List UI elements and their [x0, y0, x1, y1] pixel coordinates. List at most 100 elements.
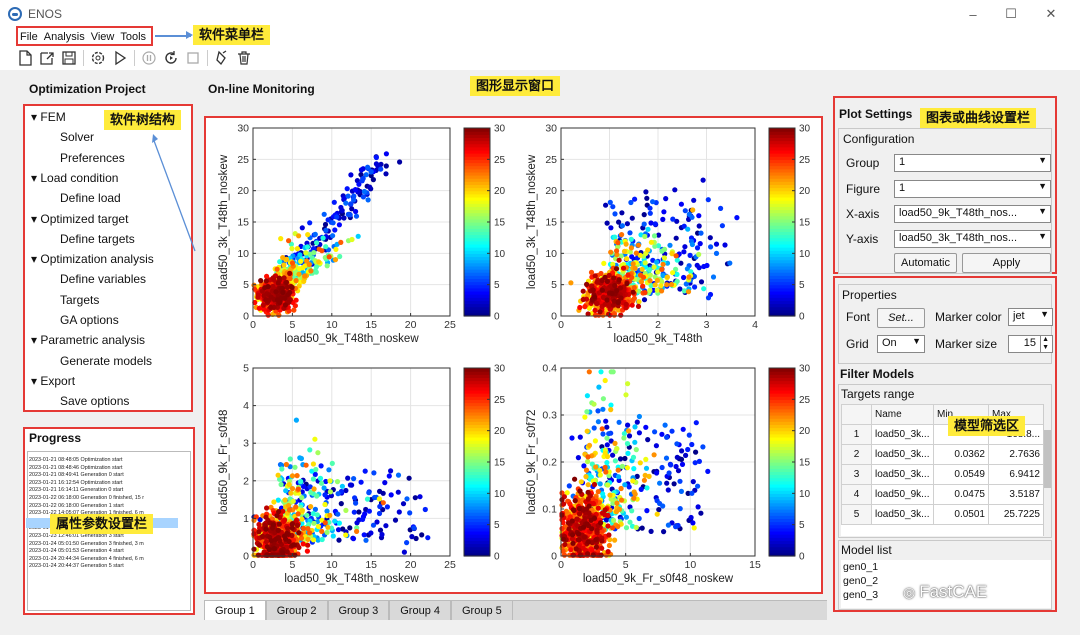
- targets-table[interactable]: NameMinMax1load50_3k...168.8...2load50_3…: [841, 404, 1051, 536]
- column-header[interactable]: Name: [871, 404, 934, 425]
- clean-icon[interactable]: [211, 48, 233, 68]
- table-cell: 1: [841, 424, 872, 445]
- colorbar-segment: [464, 231, 490, 236]
- expand-caret-icon[interactable]: ▾: [31, 211, 41, 226]
- tree-item-define-variables[interactable]: Define variables: [60, 272, 146, 286]
- xaxis-select[interactable]: load50_9k_T48th_nos... ▼: [894, 205, 1051, 223]
- tree-item-ga-options[interactable]: GA options: [60, 313, 119, 327]
- colorbar-tick-label: 25: [494, 395, 506, 406]
- table-scrollbar[interactable]: [1043, 404, 1051, 536]
- tab-group-2[interactable]: Group 2: [265, 600, 328, 620]
- scatter-point: [623, 301, 629, 307]
- tree-item-fem[interactable]: ▾ FEM: [31, 110, 66, 124]
- save-icon[interactable]: [58, 48, 80, 68]
- scatter-point: [647, 210, 653, 216]
- yaxis-select[interactable]: load50_3k_T48th_nos... ▼: [894, 230, 1051, 248]
- tree-item-define-load[interactable]: Define load: [60, 191, 121, 205]
- table-row[interactable]: 5 load50_3k... 0.0501 25.7225: [841, 504, 1044, 525]
- scatter-point: [627, 230, 633, 236]
- scatter-point: [307, 530, 313, 536]
- tree-item-export[interactable]: ▾ Export: [31, 374, 75, 388]
- minimize-button[interactable]: –: [969, 6, 977, 22]
- plot-canvas[interactable]: 0 5 10 15 20 25051015202530load50_9k_T48th_no…: [206, 118, 821, 592]
- scatter-point: [317, 475, 324, 481]
- colorbar-segment: [769, 153, 795, 157]
- scatter-point: [619, 210, 625, 216]
- tree-item-optimized-target[interactable]: ▾ Optimized target: [31, 212, 128, 226]
- colorbar-segment: [769, 272, 795, 276]
- tree-item-generate-models[interactable]: Generate models: [60, 354, 152, 368]
- menu-view[interactable]: View: [90, 31, 115, 43]
- list-item[interactable]: gen0_2: [843, 575, 879, 587]
- tab-group-3[interactable]: Group 3: [327, 600, 390, 620]
- expand-caret-icon[interactable]: ▾: [31, 373, 41, 388]
- table-row[interactable]: 3 load50_3k... 0.0549 6.9412: [841, 464, 1044, 485]
- expand-caret-icon[interactable]: ▾: [31, 333, 41, 348]
- tab-group-5[interactable]: Group 5: [451, 600, 513, 620]
- scatter-point: [604, 460, 610, 466]
- scatter-plot-4[interactable]: 0 5 10 15 0 0.1 0.2 0.3 0.4 load50_9k_Fr_s0f48_no…: [526, 363, 811, 586]
- scatter-point: [608, 438, 614, 444]
- toolbar: [0, 46, 1080, 70]
- scatter-point: [696, 458, 702, 464]
- scatter-point: [304, 512, 310, 518]
- apply-button[interactable]: Apply: [962, 253, 1051, 273]
- tree-item-preferences[interactable]: Preferences: [60, 151, 125, 165]
- automatic-button[interactable]: Automatic: [894, 253, 957, 273]
- stop-icon[interactable]: [182, 48, 204, 68]
- menu-file[interactable]: File: [20, 31, 38, 43]
- scatter-point: [274, 513, 280, 519]
- figure-select[interactable]: 1 ▼: [894, 180, 1051, 198]
- delete-icon[interactable]: [233, 48, 255, 68]
- new-file-icon[interactable]: [14, 48, 36, 68]
- tab-group-4[interactable]: Group 4: [389, 600, 451, 620]
- scatter-point: [373, 161, 379, 167]
- tree-item-optimization-analysis[interactable]: ▾ Optimization analysis: [31, 252, 154, 266]
- list-item[interactable]: gen0_3: [843, 589, 879, 601]
- expand-caret-icon[interactable]: ▾: [31, 170, 41, 185]
- settings-icon[interactable]: [87, 48, 109, 68]
- column-header[interactable]: [841, 404, 872, 425]
- menu-analysis[interactable]: Analysis: [43, 31, 85, 43]
- tab-group-1[interactable]: Group 1: [204, 600, 266, 620]
- grid-select[interactable]: On ▼: [877, 335, 925, 353]
- font-set-button[interactable]: Set...: [877, 308, 925, 328]
- tree-item-load-condition[interactable]: ▾ Load condition: [31, 171, 118, 185]
- tree-item-solver[interactable]: Solver: [60, 130, 94, 144]
- colorbar-segment: [769, 181, 795, 185]
- list-item[interactable]: gen0_1: [843, 561, 879, 573]
- group-select[interactable]: 1 ▼: [894, 154, 1051, 172]
- run-icon[interactable]: [109, 48, 131, 68]
- close-button[interactable]: ✕: [1045, 6, 1057, 21]
- table-row[interactable]: 2 load50_3k... 0.0362 2.7636: [841, 444, 1044, 465]
- tree-item-parametric-analysis[interactable]: ▾ Parametric analysis: [31, 333, 145, 347]
- scatter-point: [674, 441, 680, 447]
- colorbar-segment: [464, 552, 490, 557]
- scatter-plot-1[interactable]: 0 5 10 15 20 25 0 5 10 15 20 25 30 load50_9k_T48th_no…: [218, 123, 506, 346]
- maximize-button[interactable]: ☐: [1005, 6, 1017, 21]
- scatter-point: [367, 184, 373, 190]
- model-list[interactable]: gen0_1 gen0_2 gen0_3: [841, 560, 1051, 608]
- resume-icon[interactable]: [160, 48, 182, 68]
- table-row[interactable]: 4 load50_9k... 0.0475 3.5187: [841, 484, 1044, 505]
- open-file-icon[interactable]: [36, 48, 58, 68]
- marker-size-stepper[interactable]: 15 ▲ ▼: [1008, 335, 1053, 353]
- marker-color-select[interactable]: jet ▼: [1008, 308, 1053, 326]
- tree-item-save-options[interactable]: Save options: [60, 394, 129, 408]
- scatter-point: [629, 254, 635, 260]
- scatter-point: [293, 504, 299, 510]
- tree-item-define-targets[interactable]: Define targets: [60, 232, 135, 246]
- pause-icon[interactable]: [138, 48, 160, 68]
- scatter-point: [640, 283, 646, 289]
- tree-item-targets[interactable]: Targets: [60, 293, 99, 307]
- scatter-point: [615, 523, 621, 530]
- colorbar-segment: [464, 471, 490, 476]
- scatter-point: [612, 234, 618, 240]
- scatter-point: [689, 241, 695, 248]
- expand-caret-icon[interactable]: ▾: [31, 110, 41, 124]
- colorbar-segment: [769, 424, 795, 429]
- menu-tools[interactable]: Tools: [120, 31, 147, 43]
- scatter-plot-3[interactable]: 0 5 10 15 20 25 0 1 2 3 4 5 load50_9k_T48th_noskew lo…: [218, 363, 506, 586]
- expand-caret-icon[interactable]: ▾: [31, 252, 41, 267]
- scatter-plot-2[interactable]: 0 1 2 3 4 0 5 10 15 20 25 30 load50_9k_T48th load50_3…: [526, 123, 811, 346]
